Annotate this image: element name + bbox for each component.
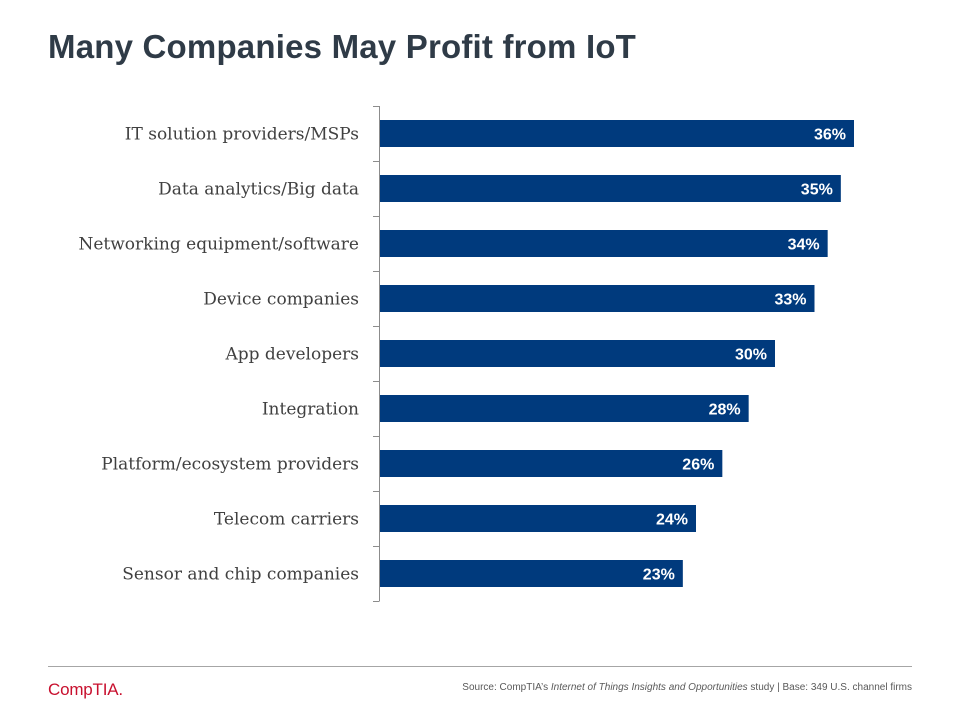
- value-label: 28%: [709, 402, 741, 419]
- value-label: 30%: [735, 347, 767, 364]
- category-label: Integration: [262, 400, 359, 420]
- y-axis: [373, 106, 380, 602]
- value-labels: 36% 35% 34% 33% 30% 28% 26% 24% 23%: [643, 127, 846, 584]
- bar: [380, 450, 723, 477]
- page-title: Many Companies May Profit from IoT: [48, 28, 637, 65]
- category-label: Sensor and chip companies: [122, 565, 359, 585]
- category-labels: IT solution providers/MSPs Data analytics…: [78, 125, 359, 585]
- category-label: Platform/ecosystem providers: [101, 455, 359, 475]
- value-label: 26%: [682, 457, 714, 474]
- category-label: Device companies: [203, 290, 359, 310]
- source-suffix: study | Base: 349 U.S. channel firms: [747, 682, 912, 693]
- bar: [380, 505, 696, 532]
- category-label: App developers: [224, 345, 359, 365]
- bar: [380, 230, 828, 257]
- source-prefix: Source: CompTIA’s: [462, 682, 551, 693]
- bar: [380, 120, 854, 147]
- footer-divider: [48, 666, 912, 667]
- value-label: 36%: [814, 127, 846, 144]
- comptia-logo: CompTIA.: [48, 680, 123, 699]
- bar: [380, 175, 841, 202]
- bar: [380, 340, 775, 367]
- source-note: Source: CompTIA’s Internet of Things Ins…: [462, 682, 912, 693]
- category-label: Telecom carriers: [214, 510, 359, 530]
- bar-chart: IT solution providers/MSPs Data analytics…: [78, 106, 854, 602]
- value-label: 34%: [788, 237, 820, 254]
- bar: [380, 395, 749, 422]
- category-label: Networking equipment/software: [78, 235, 359, 255]
- value-label: 35%: [801, 182, 833, 199]
- value-label: 23%: [643, 567, 675, 584]
- bars: [380, 120, 854, 587]
- source-study-title: Internet of Things Insights and Opportun…: [550, 682, 748, 693]
- bar: [380, 285, 815, 312]
- bar: [380, 560, 683, 587]
- value-label: 33%: [774, 292, 806, 309]
- category-label: IT solution providers/MSPs: [125, 125, 359, 145]
- value-label: 24%: [656, 512, 688, 529]
- category-label: Data analytics/Big data: [158, 180, 359, 200]
